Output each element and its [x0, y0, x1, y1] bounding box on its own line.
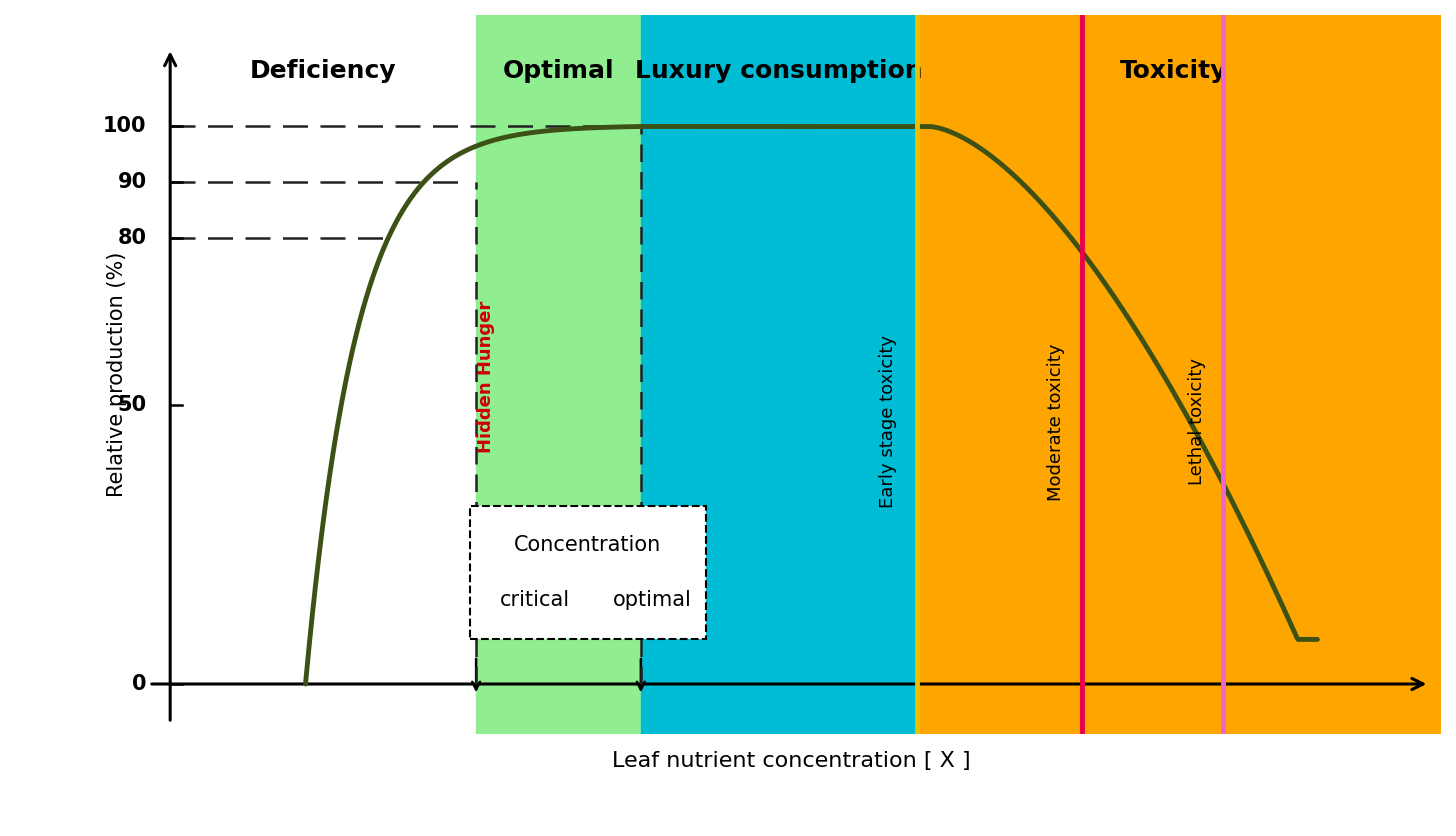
- Bar: [641, 15, 917, 734]
- Text: 100: 100: [103, 116, 147, 136]
- Y-axis label: Relative production (%): Relative production (%): [106, 252, 127, 497]
- Bar: [476, 15, 641, 734]
- Text: Concentration: Concentration: [514, 535, 661, 554]
- Bar: [917, 15, 1441, 734]
- X-axis label: Leaf nutrient concentration [ X ]: Leaf nutrient concentration [ X ]: [612, 751, 970, 771]
- Polygon shape: [470, 506, 706, 640]
- Text: Toxicity: Toxicity: [1120, 59, 1227, 83]
- Text: Luxury consumption: Luxury consumption: [635, 59, 923, 83]
- Text: Early stage toxicity: Early stage toxicity: [879, 335, 897, 508]
- Text: 90: 90: [118, 172, 147, 192]
- Text: critical: critical: [499, 590, 569, 610]
- Text: 50: 50: [118, 395, 147, 415]
- Text: Deficiency: Deficiency: [250, 59, 396, 83]
- Text: 0: 0: [132, 674, 147, 694]
- Text: Hidden Hunger: Hidden Hunger: [476, 301, 495, 453]
- Text: optimal: optimal: [613, 590, 692, 610]
- Text: Lethal toxicity: Lethal toxicity: [1188, 359, 1207, 486]
- Text: Optimal: Optimal: [502, 59, 614, 83]
- Text: 80: 80: [118, 228, 147, 248]
- Text: Moderate toxicity: Moderate toxicity: [1047, 344, 1066, 501]
